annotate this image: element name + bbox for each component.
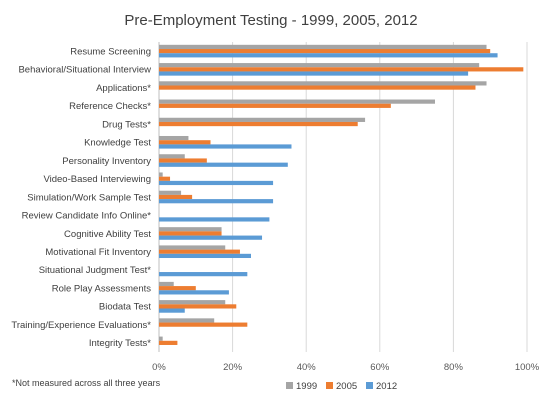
bar-2012 <box>159 308 185 313</box>
bar-1999 <box>159 190 182 195</box>
gridlines <box>158 42 528 352</box>
bar-2012 <box>159 199 274 204</box>
x-tick-label: 40% <box>297 362 317 373</box>
bar-1999 <box>159 300 226 305</box>
bar-1999 <box>159 245 226 250</box>
legend-swatch-2012 <box>366 382 373 389</box>
legend-swatch-1999 <box>286 382 293 389</box>
chart-title: Pre-Employment Testing - 1999, 2005, 201… <box>124 12 417 29</box>
bar-2012 <box>159 290 229 295</box>
x-tick-label: 60% <box>370 362 390 373</box>
bar-2005 <box>159 103 391 108</box>
bar-2005 <box>159 121 358 127</box>
bar-1999 <box>159 172 163 177</box>
category-label: Integrity Tests* <box>89 338 151 349</box>
bars <box>159 44 524 345</box>
bar-2012 <box>159 235 263 240</box>
category-labels: Resume Screening Behavioral/Situational I… <box>11 46 151 349</box>
bar-2012 <box>159 253 251 259</box>
bar-2012 <box>159 180 274 186</box>
category-label: Applications* <box>96 83 151 94</box>
bar-1999 <box>159 281 174 287</box>
bar-2012 <box>159 162 288 167</box>
bar-2005 <box>159 286 196 291</box>
bar-1999 <box>159 318 215 323</box>
legend-label-2012: 2012 <box>376 381 397 392</box>
legend-swatch-2005 <box>326 382 333 389</box>
bar-2012 <box>159 144 292 149</box>
category-label: Behavioral/Situational Interview <box>18 65 151 76</box>
x-tick-label: 80% <box>444 362 464 373</box>
x-tick-label: 0% <box>152 362 166 373</box>
bar-2005 <box>159 322 248 327</box>
category-label: Training/Experience Evaluations* <box>11 320 151 331</box>
bar-1999 <box>159 227 222 232</box>
bar-2005 <box>159 67 524 72</box>
legend-label-1999: 1999 <box>296 381 317 392</box>
bar-2005 <box>159 140 211 145</box>
legend-label-2005: 2005 <box>336 381 357 392</box>
bar-1999 <box>159 44 487 50</box>
bar-1999 <box>159 117 366 122</box>
category-label: Resume Screening <box>70 46 151 57</box>
bar-2005 <box>159 194 193 200</box>
x-tick-label: 100% <box>515 362 540 373</box>
category-label: Simulation/Work Sample Test <box>27 192 151 203</box>
bar-1999 <box>159 99 435 104</box>
x-tick-label: 20% <box>223 362 243 373</box>
bar-2005 <box>159 49 491 54</box>
bar-2005 <box>159 85 476 90</box>
bar-2005 <box>159 340 178 345</box>
category-label: Personality Inventory <box>62 156 151 167</box>
category-label: Biodata Test <box>99 302 151 313</box>
bar-2012 <box>159 71 469 76</box>
bar-2005 <box>159 231 222 236</box>
category-label: Situational Judgment Test* <box>39 265 152 276</box>
bar-1999 <box>159 336 163 341</box>
category-label: Cognitive Ability Test <box>64 229 151 240</box>
bar-2012 <box>159 53 498 58</box>
x-axis-tick-labels: 0% 20% 40% 60% 80% 100% <box>152 362 540 373</box>
bar-2005 <box>159 176 171 181</box>
category-label: Drug Tests* <box>102 119 151 130</box>
category-label: Knowledge Test <box>84 138 151 149</box>
bar-2005 <box>159 304 237 309</box>
bar-2012 <box>159 272 248 277</box>
bar-2005 <box>159 249 240 254</box>
category-label: Review Candidate Info Online* <box>22 211 152 222</box>
bar-2012 <box>159 217 270 222</box>
footnote: *Not measured across all three years <box>12 378 161 388</box>
category-label: Role Play Assessments <box>52 283 152 294</box>
category-label: Video-Based Interviewing <box>43 174 151 185</box>
category-label: Reference Checks* <box>69 101 151 112</box>
category-label: Motivational Fit Inventory <box>45 247 151 258</box>
bar-1999 <box>159 135 189 141</box>
bar-2005 <box>159 158 207 163</box>
bar-1999 <box>159 81 487 86</box>
bar-1999 <box>159 63 480 68</box>
legend: 1999 2005 2012 <box>286 381 397 392</box>
bar-1999 <box>159 154 185 159</box>
